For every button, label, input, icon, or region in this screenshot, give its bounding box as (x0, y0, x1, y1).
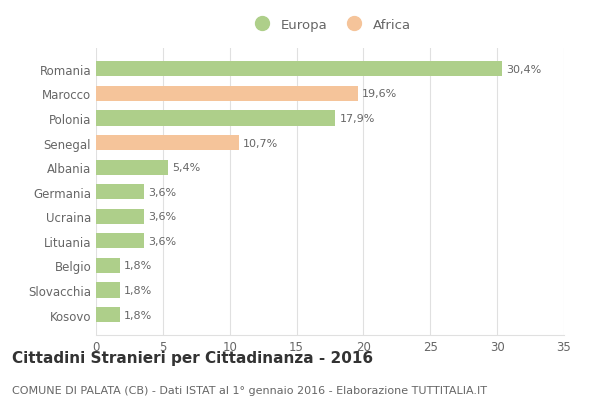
Text: 3,6%: 3,6% (148, 212, 176, 222)
Text: 30,4%: 30,4% (506, 65, 542, 75)
Bar (96, 307, 120, 322)
Text: 3,6%: 3,6% (148, 236, 176, 246)
Bar (96, 136, 239, 151)
Text: 1,8%: 1,8% (124, 285, 152, 295)
Bar (96, 258, 120, 273)
Bar (96, 111, 335, 126)
Bar (96, 87, 358, 102)
Text: 10,7%: 10,7% (243, 138, 278, 148)
Text: 3,6%: 3,6% (148, 187, 176, 197)
Text: COMUNE DI PALATA (CB) - Dati ISTAT al 1° gennaio 2016 - Elaborazione TUTTITALIA.: COMUNE DI PALATA (CB) - Dati ISTAT al 1°… (12, 384, 487, 395)
Legend: Europa, Africa: Europa, Africa (244, 13, 416, 37)
Bar (96, 62, 502, 77)
Text: 1,8%: 1,8% (124, 310, 152, 320)
Bar (96, 184, 144, 200)
Bar (96, 283, 120, 298)
Bar (96, 209, 144, 224)
Bar (96, 234, 144, 249)
Text: 19,6%: 19,6% (362, 89, 397, 99)
Bar (96, 160, 168, 175)
Text: 5,4%: 5,4% (172, 163, 200, 173)
Text: 17,9%: 17,9% (340, 114, 375, 124)
Text: 1,8%: 1,8% (124, 261, 152, 271)
Text: Cittadini Stranieri per Cittadinanza - 2016: Cittadini Stranieri per Cittadinanza - 2… (12, 350, 373, 365)
